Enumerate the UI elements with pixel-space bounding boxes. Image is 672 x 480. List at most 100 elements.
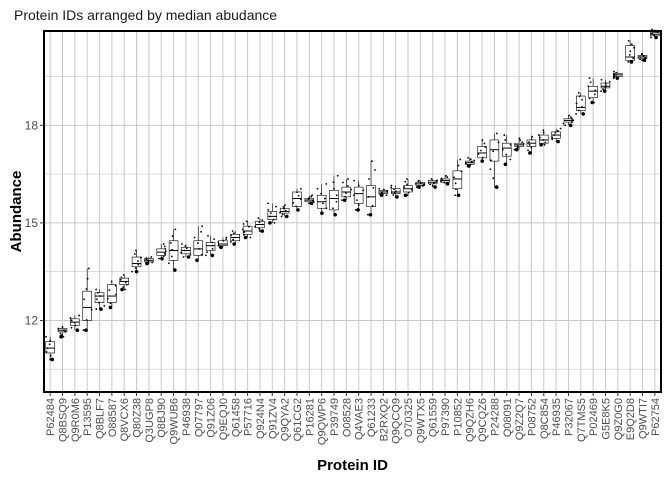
data-point bbox=[594, 93, 596, 96]
data-point bbox=[469, 158, 472, 161]
x-tick-label: Q9R0M6 bbox=[70, 398, 82, 442]
data-point bbox=[588, 97, 591, 100]
data-point bbox=[95, 288, 98, 291]
data-point bbox=[292, 201, 295, 204]
data-point bbox=[436, 179, 438, 182]
data-point bbox=[489, 168, 492, 171]
outlier-point bbox=[417, 185, 421, 189]
outlier-point bbox=[296, 208, 300, 212]
x-tick-label: Q8BJ90 bbox=[156, 398, 168, 438]
data-point bbox=[86, 277, 89, 280]
data-point bbox=[422, 184, 425, 186]
data-point bbox=[480, 149, 482, 152]
data-point bbox=[490, 159, 492, 162]
data-point bbox=[419, 181, 422, 184]
data-point bbox=[73, 321, 76, 324]
data-point bbox=[568, 114, 571, 117]
box bbox=[267, 211, 278, 220]
data-point bbox=[470, 161, 473, 163]
data-point bbox=[406, 178, 408, 180]
data-point bbox=[82, 329, 85, 332]
outlier-point bbox=[84, 328, 88, 333]
panel-background bbox=[44, 31, 661, 392]
x-tick-label: Q8BLF7 bbox=[95, 398, 107, 439]
data-point bbox=[63, 329, 65, 332]
box bbox=[193, 240, 203, 256]
data-point bbox=[320, 192, 322, 195]
outlier-point bbox=[379, 193, 384, 198]
x-tick-label: Q9WTI7 bbox=[637, 398, 649, 439]
data-point bbox=[98, 301, 100, 304]
x-tick-label: Q9CQZ6 bbox=[477, 398, 489, 442]
data-point bbox=[528, 143, 531, 146]
data-point bbox=[162, 243, 165, 245]
data-point bbox=[629, 50, 632, 53]
box bbox=[329, 190, 339, 211]
data-point bbox=[604, 84, 607, 87]
data-point bbox=[122, 286, 125, 289]
x-tick-label: O08528 bbox=[341, 398, 353, 437]
data-point bbox=[158, 257, 160, 260]
data-point bbox=[124, 281, 127, 284]
outlier-point bbox=[568, 123, 573, 128]
x-tick-label: B2RXQ2 bbox=[378, 398, 390, 441]
data-point bbox=[492, 150, 495, 153]
x-tick-label: Q61233 bbox=[366, 398, 378, 437]
box bbox=[588, 85, 598, 98]
data-point bbox=[332, 181, 335, 184]
data-point bbox=[503, 134, 506, 136]
data-point bbox=[300, 187, 302, 190]
data-point bbox=[501, 148, 504, 151]
data-point bbox=[589, 81, 592, 84]
data-point bbox=[267, 202, 270, 205]
data-point bbox=[170, 255, 173, 258]
data-point bbox=[229, 240, 232, 243]
data-point bbox=[257, 217, 260, 219]
outlier-point bbox=[403, 193, 408, 198]
data-point bbox=[390, 184, 393, 187]
outlier-point bbox=[539, 143, 543, 147]
data-point bbox=[282, 205, 285, 208]
data-point bbox=[481, 156, 484, 159]
x-tick-label: Q91Z06 bbox=[206, 398, 218, 438]
outlier-point bbox=[654, 35, 658, 40]
data-point bbox=[542, 129, 545, 132]
data-point bbox=[108, 289, 111, 291]
data-point bbox=[430, 178, 433, 180]
outlier-point bbox=[173, 268, 177, 272]
data-point bbox=[341, 199, 343, 202]
x-tick-label: P62484 bbox=[45, 398, 57, 436]
outlier-point bbox=[59, 334, 63, 339]
data-point bbox=[267, 208, 270, 211]
data-point bbox=[415, 186, 418, 189]
data-point bbox=[109, 302, 112, 305]
data-point bbox=[372, 187, 375, 189]
data-point bbox=[641, 59, 644, 62]
data-point bbox=[519, 139, 522, 142]
data-point bbox=[521, 141, 524, 144]
data-point bbox=[431, 184, 434, 187]
data-point bbox=[481, 139, 484, 141]
data-point bbox=[258, 230, 261, 232]
outlier-point bbox=[433, 185, 437, 189]
data-point bbox=[336, 174, 339, 177]
data-point bbox=[217, 241, 220, 244]
outlier-point bbox=[268, 221, 272, 225]
outlier-point bbox=[160, 256, 164, 261]
data-point bbox=[78, 314, 81, 317]
data-point bbox=[454, 194, 457, 197]
data-point bbox=[653, 33, 655, 36]
data-point bbox=[454, 182, 457, 185]
data-point bbox=[272, 218, 275, 221]
data-point bbox=[509, 158, 512, 161]
data-point bbox=[467, 156, 470, 159]
data-point bbox=[421, 185, 424, 187]
data-point bbox=[171, 248, 174, 251]
data-point bbox=[211, 244, 214, 247]
x-tick-label: Q4VAE3 bbox=[354, 398, 366, 440]
data-point bbox=[280, 215, 283, 218]
data-point bbox=[358, 204, 360, 206]
data-point bbox=[613, 70, 615, 73]
data-point bbox=[633, 46, 635, 49]
data-point bbox=[245, 220, 248, 223]
